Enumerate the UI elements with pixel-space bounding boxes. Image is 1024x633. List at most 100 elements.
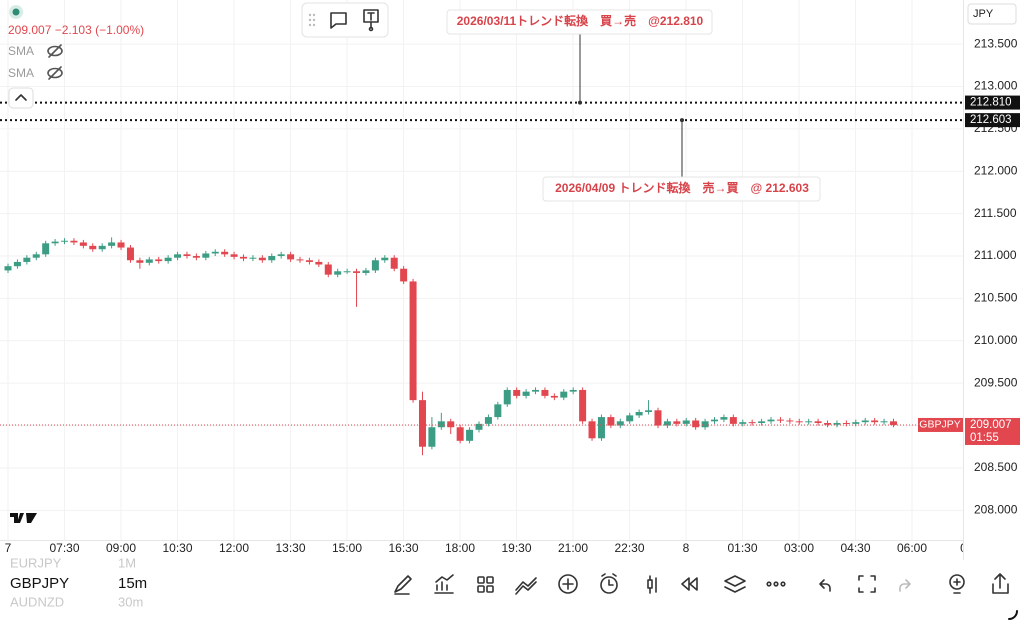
candle-body xyxy=(795,421,803,423)
price-axis xyxy=(963,0,1024,560)
eye-off-icon[interactable] xyxy=(47,66,63,80)
candle-body xyxy=(447,421,455,428)
candle-body xyxy=(597,417,605,439)
layers-icon[interactable] xyxy=(724,575,746,593)
indicator-icon[interactable] xyxy=(434,574,454,594)
candle-body xyxy=(343,271,351,273)
collapse-button[interactable] xyxy=(8,87,34,109)
candle-body xyxy=(522,391,530,396)
layout-icon[interactable] xyxy=(477,576,494,593)
x-tick-label: 04:30 xyxy=(840,541,870,555)
overlay: 209.007 −2.103 (−1.00%) SMA SMA xyxy=(8,2,389,523)
candle-body xyxy=(748,422,756,424)
status-dot xyxy=(12,8,20,16)
candle-body xyxy=(635,411,643,416)
candle-body xyxy=(532,389,540,392)
annotation-box xyxy=(542,176,821,202)
candle-body xyxy=(287,254,295,260)
candle-body xyxy=(51,241,59,244)
candle-body xyxy=(305,260,313,262)
y-tick-label: 210.500 xyxy=(974,291,1018,305)
watch-symbol[interactable]: EURJPY xyxy=(10,555,62,570)
candle-body xyxy=(852,422,860,424)
candle-icon[interactable] xyxy=(647,575,657,594)
candle-body xyxy=(673,421,681,424)
x-tick-label: 22:30 xyxy=(614,541,644,555)
candle-body xyxy=(164,257,172,262)
candle-body xyxy=(569,389,577,392)
symbol-tag-label: GBPJPY xyxy=(919,419,960,431)
y-tick-label: 208.000 xyxy=(974,503,1018,517)
candle-body xyxy=(23,257,31,262)
price-tag-label: 212.810 xyxy=(970,97,1012,109)
candle-body xyxy=(861,420,869,423)
candle-body xyxy=(42,243,50,255)
candle-body xyxy=(296,259,304,261)
x-tick-label: 07:30 xyxy=(49,541,79,555)
candle-body xyxy=(428,427,436,447)
compare-icon[interactable] xyxy=(515,577,537,595)
symbol-tag xyxy=(918,417,963,432)
candle-body xyxy=(381,257,389,261)
candle-body xyxy=(456,427,464,441)
candle-body xyxy=(682,420,690,424)
idea-icon[interactable] xyxy=(949,574,965,594)
comment-icon[interactable] xyxy=(330,12,347,29)
candle-body xyxy=(315,261,323,265)
watch-symbol[interactable]: AUDNZD xyxy=(10,594,64,609)
candle-body xyxy=(616,421,624,426)
indicator[interactable]: SMA xyxy=(8,44,34,58)
x-tick-label: 10:30 xyxy=(162,541,192,555)
text-icon[interactable] xyxy=(363,9,379,32)
candle-body xyxy=(711,419,718,422)
price-tag xyxy=(965,113,1020,128)
candle-body xyxy=(61,240,69,242)
y-tick-label: 208.500 xyxy=(974,460,1018,474)
drag-handle[interactable] xyxy=(308,13,316,27)
candle-body xyxy=(174,254,182,258)
watch-symbol[interactable]: GBPJPY xyxy=(10,575,69,592)
replay-icon[interactable] xyxy=(681,577,698,591)
annotation: 2026/04/09 トレンド転換 売→買 @ 212.603 xyxy=(555,180,809,195)
candle-body xyxy=(324,264,332,275)
candle-body xyxy=(729,417,737,424)
candle-body xyxy=(192,256,200,258)
watch-interval[interactable]: 15m xyxy=(118,575,147,592)
candle-body xyxy=(126,247,134,261)
watch-interval: 1M xyxy=(118,555,136,570)
logo xyxy=(10,513,37,523)
y-tick-label: 213.000 xyxy=(974,79,1018,93)
candle-body xyxy=(117,242,125,248)
candle-body xyxy=(258,257,266,261)
symbol-legend: 209.007 −2.103 (−1.00%) xyxy=(8,23,144,37)
currency-box xyxy=(967,3,1017,25)
alert-icon[interactable] xyxy=(600,573,618,594)
eye-off-icon[interactable] xyxy=(47,44,63,58)
candle-body xyxy=(692,420,700,428)
more-icon[interactable] xyxy=(766,581,786,587)
chevron-up xyxy=(15,94,27,101)
draw-icon[interactable] xyxy=(394,575,412,595)
x-tick-label: 13:30 xyxy=(275,541,305,555)
resize-handle[interactable] xyxy=(1008,610,1018,620)
y-tick-label: 211.500 xyxy=(974,206,1017,220)
fullscreen-icon[interactable] xyxy=(858,575,876,593)
candle-body xyxy=(183,254,191,257)
bottom-bar: EURJPY 1M GBPJPY 15m AUDNZD 30m xyxy=(10,555,1018,620)
candle-body xyxy=(758,421,766,424)
candle-body xyxy=(626,415,634,422)
redo-icon[interactable] xyxy=(899,579,911,592)
undo-icon[interactable] xyxy=(819,579,831,592)
indicator[interactable]: SMA xyxy=(8,66,34,80)
candle-body xyxy=(268,256,276,261)
y-tick-label: 211.000 xyxy=(974,248,1017,262)
candle-body xyxy=(240,256,247,259)
share-icon[interactable] xyxy=(992,573,1009,594)
price-tag xyxy=(965,95,1020,110)
y-tick-label: 213.500 xyxy=(974,36,1018,50)
candle-body xyxy=(607,417,615,426)
candle-body xyxy=(13,261,21,267)
countdown: 01:55 xyxy=(970,432,999,444)
candle-body xyxy=(889,421,897,425)
add-icon[interactable] xyxy=(558,574,578,594)
